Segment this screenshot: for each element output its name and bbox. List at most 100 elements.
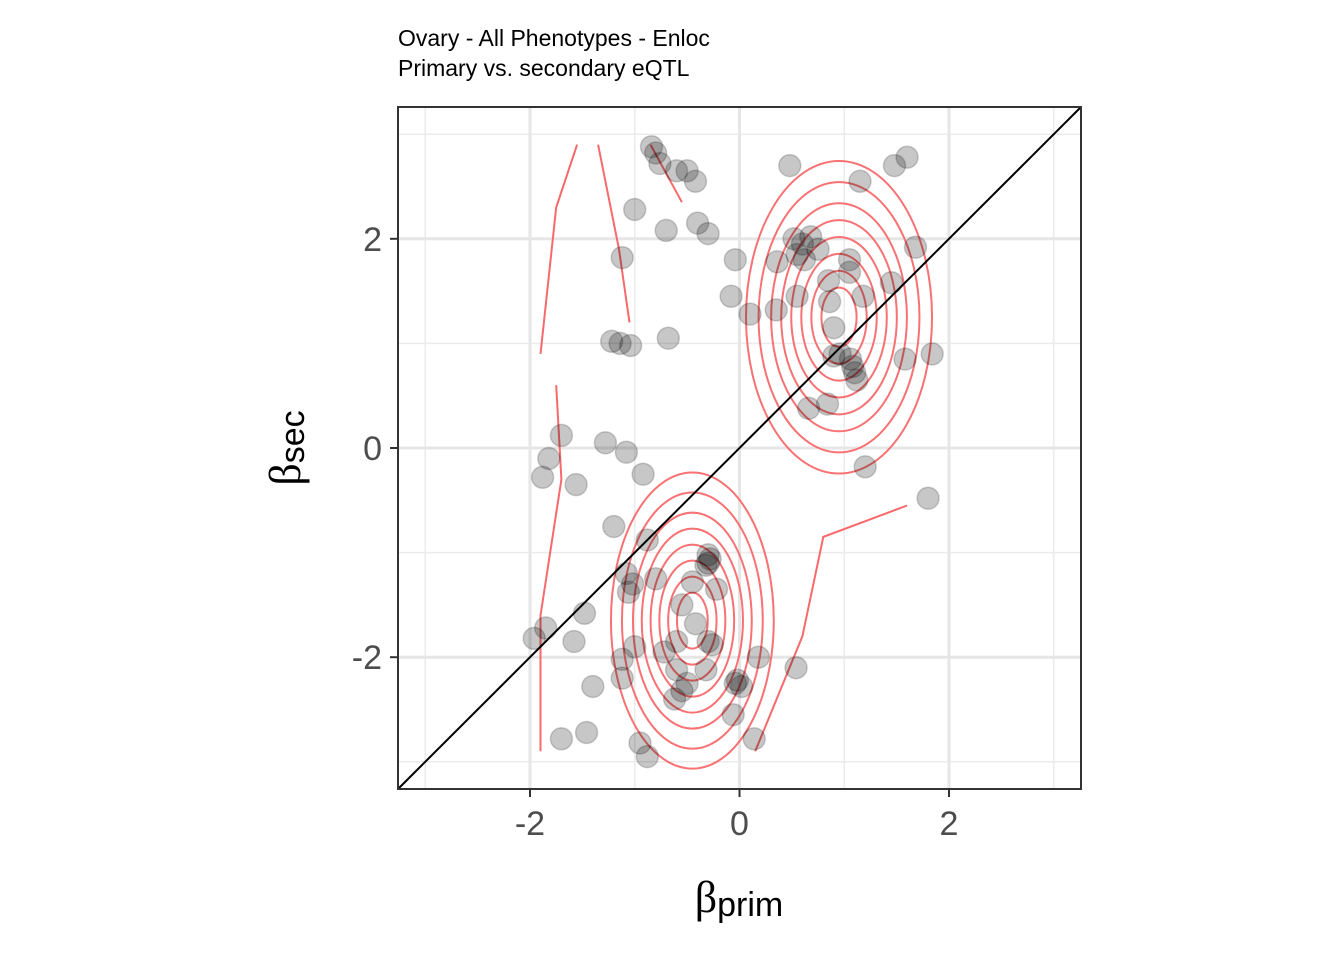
y-axis-subscript: sec	[274, 410, 312, 463]
data-point	[765, 250, 789, 274]
data-point	[828, 342, 852, 366]
data-point	[782, 227, 806, 251]
identity-line	[397, 106, 1082, 790]
data-point	[685, 211, 710, 235]
data-point	[778, 153, 802, 178]
contour-line	[810, 269, 868, 365]
data-point	[670, 678, 694, 703]
chart-subtitle: Primary vs. secondary eQTL	[398, 55, 690, 81]
plot-panel	[397, 106, 1082, 790]
y-tick-label: 2	[363, 221, 382, 259]
contour-line	[790, 236, 888, 399]
contour-outer-line	[649, 144, 683, 203]
y-tick-label: 0	[363, 430, 382, 468]
data-point	[522, 626, 546, 651]
contour-line	[620, 491, 764, 750]
contour-line	[640, 527, 744, 714]
data-point	[696, 551, 720, 575]
data-point	[882, 153, 907, 178]
data-point	[822, 315, 846, 340]
contour-outer-line	[597, 144, 631, 323]
data-point	[643, 141, 668, 165]
data-point	[616, 580, 641, 605]
data-point	[806, 237, 830, 262]
data-point	[723, 671, 748, 696]
y-axis-label: βsec	[261, 410, 312, 485]
data-point	[879, 270, 904, 295]
data-point	[549, 727, 574, 751]
contour-line	[658, 559, 727, 682]
data-point	[530, 465, 555, 490]
data-point	[694, 553, 718, 577]
data-point	[537, 446, 561, 471]
data-point	[822, 344, 846, 368]
contour-line	[780, 219, 898, 416]
data-point	[742, 727, 766, 751]
data-point	[721, 702, 745, 727]
density-contours	[539, 144, 934, 770]
data-point	[610, 245, 634, 270]
data-point	[817, 289, 842, 314]
y-tick-label: -2	[352, 639, 382, 677]
x-tick-label: 0	[730, 805, 749, 843]
data-point	[785, 284, 809, 309]
contour-outer-line	[754, 504, 908, 752]
data-point	[602, 514, 626, 539]
data-point	[838, 347, 863, 371]
data-point	[664, 159, 689, 183]
contour-line	[609, 471, 775, 770]
data-point	[572, 601, 597, 626]
data-point	[622, 634, 647, 659]
data-point	[696, 542, 720, 567]
data-point	[853, 455, 877, 479]
data-point	[842, 360, 867, 385]
data-point	[664, 629, 689, 654]
contour-line	[757, 181, 921, 454]
contour-outer-line	[539, 385, 563, 752]
x-axis-subscript: prim	[717, 886, 783, 924]
data-point	[725, 668, 750, 692]
data-point	[675, 159, 699, 183]
data-point	[622, 197, 647, 222]
chart-title: Ovary - All Phenotypes - Enloc	[398, 25, 710, 51]
data-point	[696, 221, 720, 246]
data-point	[628, 731, 652, 755]
data-point	[564, 472, 588, 497]
data-point	[680, 570, 705, 594]
contour-line	[744, 159, 934, 475]
x-tick-label: 2	[940, 805, 959, 843]
data-point	[639, 134, 664, 159]
data-point	[895, 145, 919, 169]
data-point	[792, 247, 817, 272]
data-point	[764, 298, 788, 322]
data-point	[533, 616, 558, 640]
data-point	[815, 392, 840, 416]
y-axis-symbol: β	[261, 463, 310, 485]
contour-outer-line	[539, 144, 579, 355]
data-point	[654, 218, 678, 243]
data-point	[893, 347, 917, 371]
data-point	[614, 440, 639, 464]
data-point	[549, 423, 574, 448]
data-point	[670, 593, 694, 617]
data-point	[790, 232, 815, 256]
data-point	[614, 561, 639, 586]
data-point	[785, 242, 809, 267]
data-point	[652, 640, 676, 664]
contour-line	[770, 202, 908, 433]
data-point	[610, 647, 634, 672]
data-point	[837, 247, 862, 272]
data-point	[840, 354, 865, 379]
data-point	[920, 342, 944, 366]
data-point	[798, 224, 823, 249]
data-point	[851, 284, 875, 309]
data-point	[816, 268, 841, 293]
data-point	[635, 744, 660, 769]
data-point	[700, 632, 725, 657]
data-point	[643, 567, 668, 591]
data-point	[903, 235, 928, 259]
data-point	[608, 331, 632, 356]
data-point	[837, 260, 862, 285]
x-axis-label: βprim	[695, 873, 784, 924]
